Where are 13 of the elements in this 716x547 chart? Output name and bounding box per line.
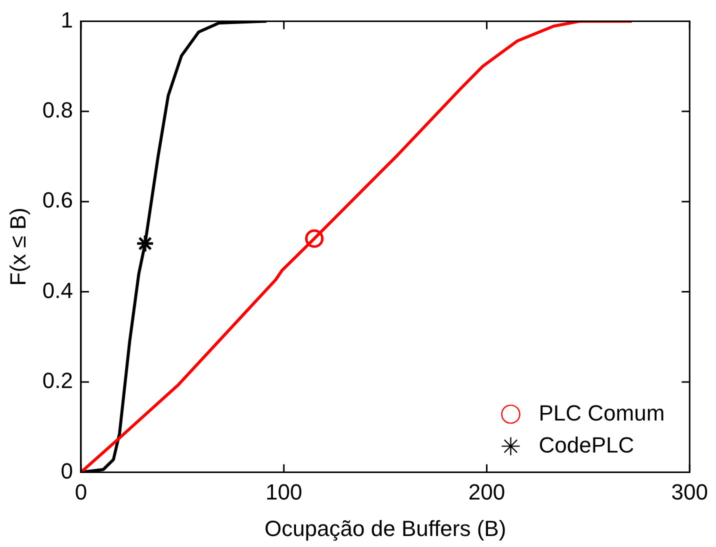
y-tick-label: 0.2 (42, 368, 73, 394)
x-tick-label: 100 (266, 479, 302, 504)
legend-label: CodePLC (538, 432, 634, 458)
y-tick-label: 1 (60, 7, 73, 32)
y-tick-label: 0.4 (42, 278, 73, 303)
y-tick-label: 0.6 (42, 188, 73, 213)
x-axis-title: Ocupação de Buffers (B) (264, 516, 506, 541)
y-axis-title: F(x ≤ B) (5, 208, 30, 286)
y-tick-label: 0.8 (42, 97, 73, 122)
legend-label: PLC Comum (538, 400, 665, 426)
y-tick-label: 0 (60, 458, 73, 484)
x-tick-label: 200 (468, 479, 506, 504)
x-tick-label: 300 (671, 479, 708, 504)
